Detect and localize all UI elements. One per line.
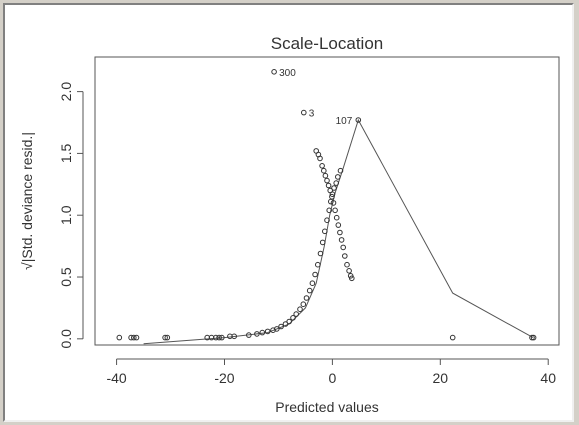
data-point (530, 334, 537, 341)
data-point (327, 187, 334, 194)
data-point (219, 334, 225, 341)
x-tick-label: 40 (540, 370, 556, 386)
data-point (333, 180, 340, 186)
y-tick-label: 2.0 (58, 82, 74, 102)
data-point (301, 109, 307, 116)
data-point (213, 334, 219, 341)
data-point (246, 332, 252, 338)
y-tick-label: 1.5 (58, 143, 74, 163)
data-point (259, 329, 266, 336)
data-point (231, 333, 237, 340)
data-point (324, 217, 330, 223)
data-point (319, 163, 325, 169)
y-tick-label: 0.0 (58, 329, 74, 349)
point-annotation: 3 (309, 109, 315, 120)
data-point (337, 229, 343, 236)
data-point (297, 306, 303, 313)
data-point (335, 174, 341, 180)
plot-window: Scale-Location Predicted values √|Std. d… (3, 3, 574, 422)
data-point (332, 207, 338, 214)
data-point (293, 311, 300, 317)
smooth-line (143, 118, 534, 345)
data-point (264, 328, 271, 335)
data-point (328, 198, 334, 205)
data-point (131, 334, 137, 341)
chart-title: Scale-Location (271, 34, 383, 53)
data-point (338, 237, 345, 243)
data-point (282, 321, 289, 327)
data-point (344, 261, 350, 268)
y-axis-label: √|Std. deviance resid.| (19, 132, 35, 270)
data-point (274, 326, 280, 332)
data-point (321, 167, 327, 174)
point-annotation: 300 (279, 68, 296, 79)
data-point (128, 334, 134, 341)
x-tick-label: -20 (214, 370, 234, 386)
data-point (529, 334, 535, 341)
data-point (317, 155, 323, 162)
x-tick-label: 0 (328, 370, 336, 386)
data-point (133, 334, 140, 341)
data-points-layer (116, 69, 537, 341)
data-point (315, 261, 321, 268)
data-point (331, 185, 337, 191)
data-point (317, 250, 324, 257)
data-point (326, 207, 333, 214)
data-point (254, 331, 260, 337)
point-annotation: 107 (336, 116, 353, 127)
y-tick-label: 1.0 (58, 205, 74, 225)
data-point (162, 334, 168, 341)
x-tick-label: 20 (433, 370, 449, 386)
data-point (329, 193, 335, 200)
data-point (271, 69, 277, 75)
data-point (330, 200, 337, 206)
data-point (337, 167, 344, 174)
data-point (324, 177, 330, 184)
x-axis-label: Predicted values (275, 399, 379, 415)
data-point (300, 301, 307, 308)
data-point (319, 239, 326, 246)
plot-frame (94, 56, 560, 346)
data-point (216, 334, 222, 341)
data-point (164, 334, 171, 341)
y-tick-label: 0.5 (58, 267, 74, 287)
data-point (286, 318, 293, 325)
data-point (346, 268, 352, 274)
data-point (349, 275, 355, 282)
data-point (325, 182, 332, 189)
data-point (312, 271, 318, 278)
data-point (290, 315, 296, 321)
data-point (303, 295, 310, 301)
y-axis: 0.0 0.5 1.0 1.5 2.0 (58, 82, 84, 349)
x-tick-label: -40 (106, 370, 126, 386)
scale-location-chart: Scale-Location Predicted values √|Std. d… (19, 34, 560, 415)
data-point (309, 280, 316, 287)
annotation-layer: 300 3 107 (279, 68, 353, 127)
data-point (116, 334, 123, 341)
data-point (322, 172, 329, 179)
data-point (333, 214, 340, 221)
data-point (449, 334, 456, 341)
data-point (342, 253, 348, 259)
data-point (335, 222, 342, 228)
data-point (306, 287, 313, 294)
x-axis: -40 -20 0 20 40 (106, 358, 556, 386)
data-point (355, 117, 362, 123)
data-point (340, 244, 347, 251)
smooth-line-layer (143, 118, 534, 345)
data-point (322, 228, 328, 235)
data-point (278, 323, 284, 330)
